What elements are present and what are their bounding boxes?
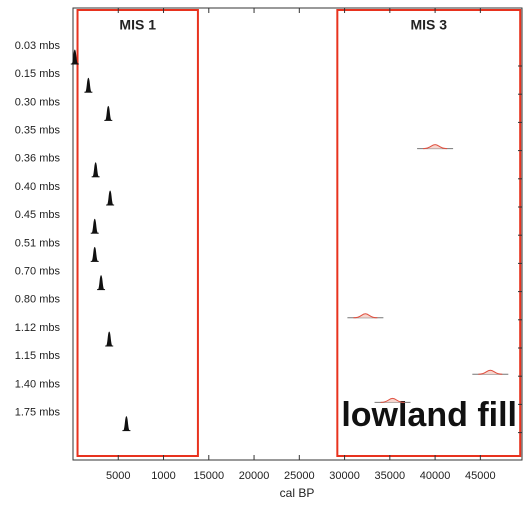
x-tick-label: 30000 [329,470,360,482]
date-distribution [92,162,100,178]
date-distribution [478,369,503,375]
y-tick-label: 1.75 mbs [15,407,61,419]
date-distribution [122,416,130,432]
period-label: MIS 3 [410,17,447,33]
period-box [76,9,199,457]
date-distribution [97,275,105,291]
date-distribution [71,49,79,65]
date-distribution [423,144,448,150]
y-tick-label: 0.40 mbs [15,181,61,193]
x-tick-label: 20000 [239,470,270,482]
x-tick-label: 45000 [465,470,496,482]
y-tick-label: 0.80 mbs [15,294,61,306]
date-distribution [104,105,112,121]
y-tick-label: 1.40 mbs [15,378,61,390]
y-tick-label: 0.51 mbs [15,237,61,249]
y-tick-label: 0.30 mbs [15,96,61,108]
date-distribution [91,218,99,234]
y-tick-label: 1.15 mbs [15,350,61,362]
y-tick-label: 1.12 mbs [15,322,61,334]
date-distribution [105,331,113,347]
date-distribution [380,397,405,403]
date-distribution [106,190,114,206]
date-distribution [84,77,92,93]
y-tick-label: 0.70 mbs [15,266,61,278]
x-tick-label: 5000 [106,470,130,482]
annotation: lowland fill [341,396,517,434]
period-box [336,9,522,457]
y-tick-label: 0.36 mbs [15,153,61,165]
x-axis-label: cal BP [280,486,315,500]
y-tick-label: 0.15 mbs [15,68,61,80]
y-tick-label: 0.03 mbs [15,40,61,52]
date-distribution [353,313,378,319]
date-distribution [91,246,99,262]
y-tick-label: 0.45 mbs [15,209,61,221]
y-tick-label: 0.35 mbs [15,125,61,137]
x-tick-label: 35000 [375,470,406,482]
x-tick-label: 15000 [193,470,224,482]
x-tick-label: 1000 [151,470,175,482]
plot-frame [72,7,523,461]
x-tick-label: 40000 [420,470,451,482]
x-tick-label: 25000 [284,470,315,482]
period-label: MIS 1 [119,17,156,33]
